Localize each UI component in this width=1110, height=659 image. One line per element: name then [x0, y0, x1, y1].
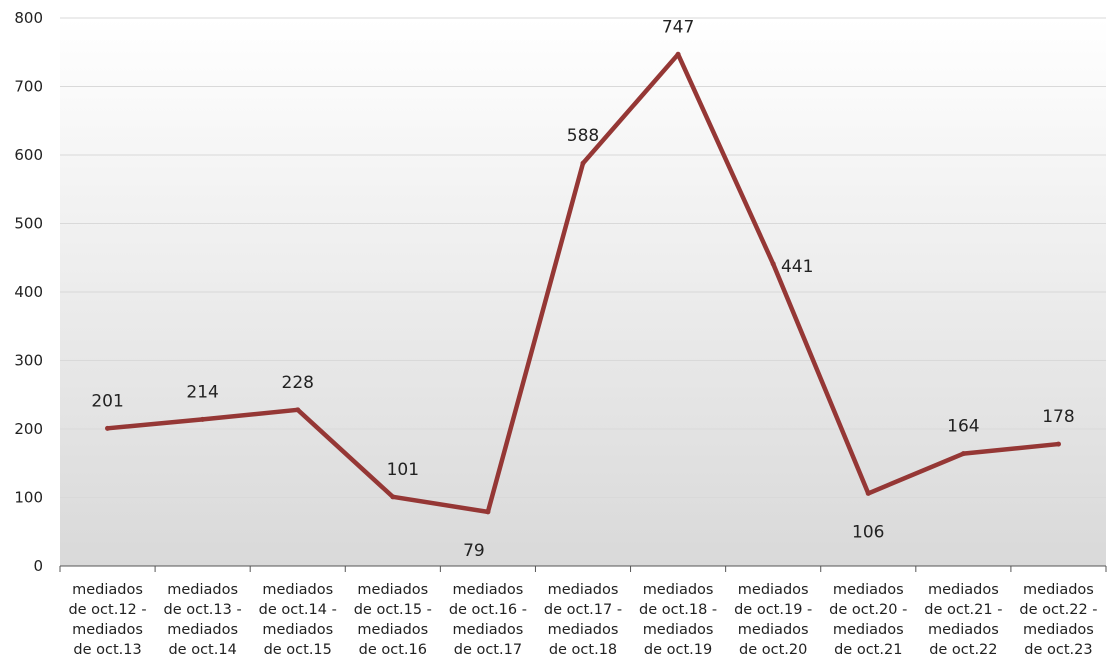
- data-label-3: 101: [387, 460, 419, 480]
- y-tick-label-0: 0: [33, 557, 43, 575]
- y-tick-label-800: 800: [14, 9, 43, 27]
- y-tick-label-200: 200: [14, 420, 43, 438]
- data-label-10: 178: [1042, 407, 1074, 427]
- data-point-3: [390, 494, 396, 500]
- data-point-7: [770, 261, 776, 267]
- data-label-5: 588: [567, 126, 599, 146]
- y-tick-label-100: 100: [14, 489, 43, 507]
- x-category-label-8: mediados de oct.20 -mediados de oct.21: [829, 582, 907, 658]
- data-label-1: 214: [186, 382, 218, 402]
- data-label-2: 228: [282, 373, 314, 393]
- data-label-0: 201: [91, 391, 123, 411]
- data-label-9: 164: [947, 417, 979, 437]
- y-tick-label-700: 700: [14, 78, 43, 96]
- data-label-6: 747: [662, 17, 694, 37]
- x-axis-labels: mediados de oct.12 -mediados de oct.13medi…: [68, 582, 1097, 658]
- x-category-label-2: mediados de oct.14 -mediados de oct.15: [259, 582, 337, 658]
- data-point-9: [960, 451, 966, 457]
- data-point-2: [295, 407, 301, 413]
- data-point-5: [580, 160, 586, 166]
- series: [105, 51, 1061, 515]
- y-tick-label-600: 600: [14, 146, 43, 164]
- data-point-10: [1055, 441, 1061, 447]
- data-point-0: [105, 425, 111, 431]
- data-labels: 201 214 228 101 79 588 747 441 106 164 178: [91, 17, 1074, 561]
- data-point-1: [200, 416, 206, 422]
- y-axis-ticks: 0 100 200 300 400 500 600 700 800: [14, 9, 43, 575]
- data-label-7: 441: [781, 257, 813, 277]
- y-tick-label-500: 500: [14, 215, 43, 233]
- x-category-label-3: mediados de oct.15 -mediados de oct.16: [354, 582, 432, 658]
- gridlines: [60, 17, 1106, 498]
- data-point-4: [485, 509, 491, 515]
- x-category-label-0: mediados de oct.12 -mediados de oct.13: [68, 582, 146, 658]
- x-category-label-1: mediados de oct.13 -mediados de oct.14: [164, 582, 242, 658]
- x-category-label-9: mediados de oct.21 -mediados de oct.22: [924, 582, 1002, 658]
- x-category-label-6: mediados de oct.18 -mediados de oct.19: [639, 582, 717, 658]
- x-axis: [59, 565, 1107, 572]
- y-tick-label-400: 400: [14, 283, 43, 301]
- data-label-4: 79: [463, 541, 485, 561]
- x-category-label-10: mediados de oct.22 -mediados de oct.23: [1019, 582, 1097, 658]
- data-point-8: [865, 490, 871, 496]
- x-category-label-4: mediados de oct.16 -mediados de oct.17: [449, 582, 527, 658]
- x-category-label-7: mediados de oct.19 -mediados de oct.20: [734, 582, 812, 658]
- x-category-label-5: mediados de oct.17 -mediados de oct.18: [544, 582, 622, 658]
- y-tick-label-300: 300: [14, 352, 43, 370]
- data-label-8: 106: [852, 522, 884, 542]
- data-point-6: [675, 51, 681, 57]
